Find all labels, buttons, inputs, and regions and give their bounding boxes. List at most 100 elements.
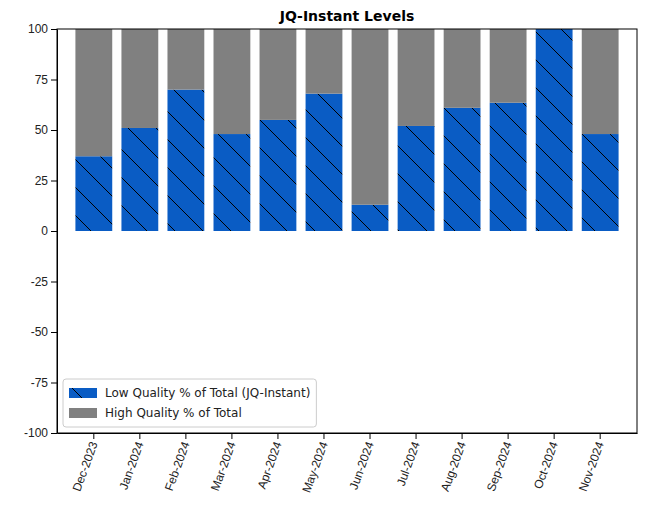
x-tick-label: Jun-2024 <box>347 439 377 491</box>
x-tick-label: Jan-2024 <box>116 439 146 491</box>
bar <box>352 205 389 231</box>
bar <box>75 156 112 231</box>
x-tick-label: Apr-2024 <box>255 439 285 490</box>
x-tick: Oct-2024 <box>531 433 561 491</box>
x-tick-mark <box>139 433 140 439</box>
y-axis: -100 -75 -50 -25 0 25 50 75 100 <box>24 22 58 440</box>
x-tick: Jan-2024 <box>116 433 146 491</box>
y-tick: -75 <box>31 376 57 390</box>
bar <box>398 126 435 231</box>
x-tick-mark <box>416 433 417 439</box>
bar <box>75 29 112 156</box>
x-tick-mark <box>554 433 555 439</box>
bar <box>260 120 297 231</box>
bar <box>444 108 481 231</box>
y-tick: -100 <box>24 426 57 440</box>
bar <box>167 29 204 90</box>
y-tick-label: -25 <box>31 275 49 289</box>
y-axis-line <box>57 30 58 434</box>
x-tick-label: Aug-2024 <box>438 439 469 493</box>
legend-label: Low Quality % of Total (JQ-Instant) <box>105 386 310 400</box>
x-tick-mark <box>462 433 463 439</box>
title: JQ-Instant Levels <box>279 8 415 24</box>
x-tick-mark <box>508 433 509 439</box>
y-tick-mark <box>51 383 57 384</box>
bar <box>214 29 251 134</box>
x-tick-mark <box>600 433 601 439</box>
bar <box>490 103 527 231</box>
legend-box <box>63 379 316 427</box>
x-tick: Jun-2024 <box>347 433 377 491</box>
bar <box>536 29 573 231</box>
y-tick: 100 <box>28 22 57 36</box>
y-tick-label: 100 <box>28 22 48 36</box>
x-tick-mark <box>323 433 324 439</box>
y-tick-mark <box>51 282 57 283</box>
y-tick: 25 <box>35 174 57 188</box>
y-tick-mark <box>51 80 57 81</box>
y-tick-label: -100 <box>24 426 48 440</box>
bar <box>306 29 343 94</box>
legend-item: High Quality % of Total <box>69 406 242 420</box>
x-tick-label: Nov-2024 <box>576 439 607 493</box>
y-tick-label: -75 <box>31 376 49 390</box>
bar <box>352 29 389 205</box>
legend-label: High Quality % of Total <box>105 406 242 420</box>
x-tick: Apr-2024 <box>255 433 285 491</box>
y-tick-label: -50 <box>31 325 49 339</box>
bar <box>582 134 619 231</box>
bar <box>444 29 481 108</box>
bar <box>121 128 158 231</box>
y-tick-mark <box>51 433 57 434</box>
bar <box>306 94 343 231</box>
plot: -100 -75 -50 -25 0 25 50 75 100 Dec-2023 Jan-2024 F… <box>24 22 638 494</box>
chart: -100 -75 -50 -25 0 25 50 75 100 Dec-2023 Jan-2024 F… <box>0 0 646 522</box>
x-tick-mark <box>93 433 94 439</box>
x-tick-label: Jul-2024 <box>394 439 423 487</box>
x-tick-label: Oct-2024 <box>531 439 561 490</box>
y-tick-mark <box>51 332 57 333</box>
x-tick-mark <box>231 433 232 439</box>
x-tick: Sep-2024 <box>484 433 515 493</box>
bars <box>75 29 618 231</box>
x-tick-label: Feb-2024 <box>162 439 193 492</box>
y-tick: -50 <box>31 325 57 339</box>
x-tick-mark <box>370 433 371 439</box>
x-tick: May-2024 <box>299 433 331 495</box>
bar <box>214 134 251 231</box>
x-tick-mark <box>185 433 186 439</box>
y-tick: 0 <box>41 224 57 238</box>
legend-swatch <box>69 408 97 418</box>
x-axis-line <box>58 433 638 434</box>
y-tick-mark <box>51 181 57 182</box>
x-tick: Mar-2024 <box>208 433 239 493</box>
x-tick: Aug-2024 <box>438 433 469 493</box>
bar <box>167 90 204 231</box>
bar <box>398 29 435 126</box>
x-tick: Nov-2024 <box>576 433 607 493</box>
y-tick-mark <box>51 231 57 232</box>
y-tick: 75 <box>35 73 57 87</box>
y-tick-label: 25 <box>35 174 49 188</box>
x-tick-label: Sep-2024 <box>484 439 515 493</box>
bar <box>582 29 619 134</box>
x-tick-label: May-2024 <box>299 439 331 494</box>
y-tick: -25 <box>31 275 57 289</box>
plot-frame <box>57 29 637 433</box>
y-tick-label: 0 <box>41 224 48 238</box>
y-tick-label: 75 <box>35 73 49 87</box>
y-tick-label: 50 <box>35 123 49 137</box>
x-tick: Jul-2024 <box>394 433 423 488</box>
bar <box>260 29 297 120</box>
x-axis: Dec-2023 Jan-2024 Feb-2024 Mar-2024 Apr-2024… <box>58 433 638 495</box>
x-tick: Dec-2023 <box>70 433 101 493</box>
y-tick: 50 <box>35 123 57 137</box>
y-tick-mark <box>51 130 57 131</box>
x-tick-mark <box>277 433 278 439</box>
x-tick: Feb-2024 <box>162 433 193 493</box>
x-tick-label: Mar-2024 <box>208 439 239 492</box>
x-tick-label: Dec-2023 <box>70 439 101 493</box>
bar <box>121 29 158 128</box>
legend-item: Low Quality % of Total (JQ-Instant) <box>69 386 310 400</box>
legend: Low Quality % of Total (JQ-Instant) High … <box>63 379 316 427</box>
